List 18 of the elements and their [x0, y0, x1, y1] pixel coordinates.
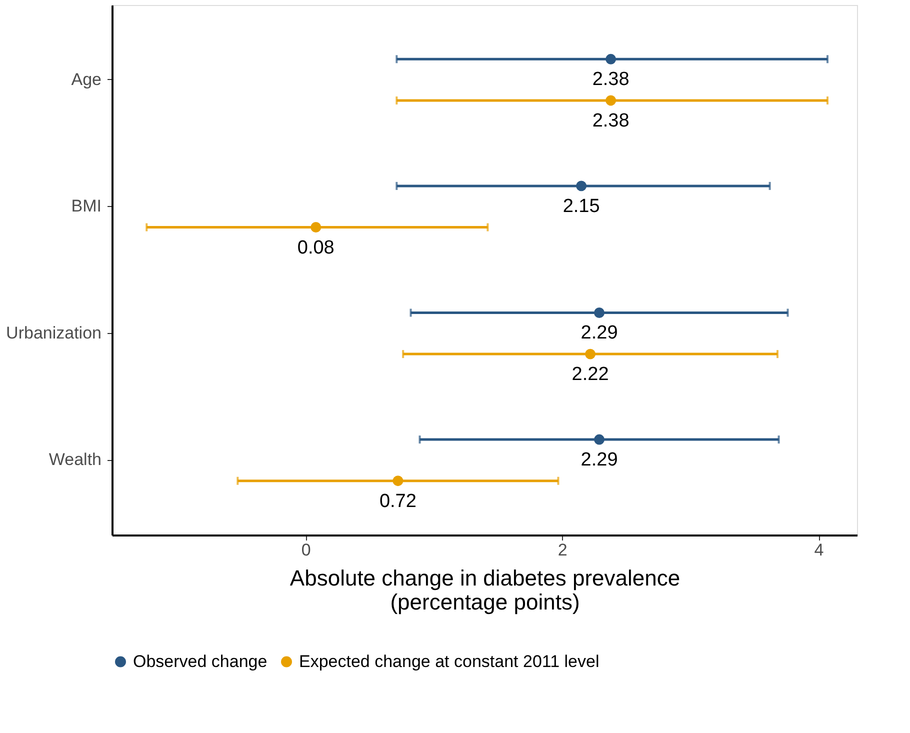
data-label: 2.29 [580, 322, 618, 344]
y-tick-label: BMI [71, 196, 102, 216]
data-label: 2.38 [592, 69, 630, 90]
y-tick-label: Wealth [48, 450, 102, 470]
x-tick-label: 2 [558, 540, 568, 560]
x-tick-label: 4 [814, 540, 824, 560]
x-axis-title: Absolute change in diabetes prevalence (percentage points) [290, 566, 680, 614]
legend-label: Observed change [133, 652, 268, 671]
data-label: 2.15 [562, 196, 600, 217]
data-label: 2.22 [572, 364, 609, 386]
y-tick-label: Age [71, 70, 102, 89]
data-label: 0.08 [297, 237, 334, 258]
data-label: 2.29 [580, 450, 618, 471]
data-label: 2.38 [592, 110, 630, 132]
x-tick-label: 0 [301, 540, 311, 560]
legend-label: Expected change at constant 2011 level [299, 652, 600, 671]
data-label: 0.72 [379, 490, 416, 512]
y-tick-label: Urbanization [6, 323, 102, 342]
